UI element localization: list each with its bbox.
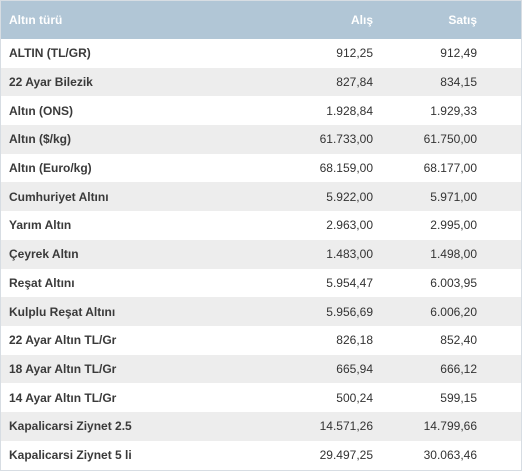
row-gold-type: 22 Ayar Bilezik <box>9 75 93 90</box>
row-sell-price: 30.063,46 <box>423 447 477 462</box>
table-header: Altın türü Alış Satış <box>1 1 521 39</box>
row-buy-price: 61.733,00 <box>319 132 373 147</box>
row-sell-price: 6.006,20 <box>430 304 477 319</box>
row-buy-price: 14.571,26 <box>319 419 373 434</box>
table-row: 22 Ayar Altın TL/Gr 826,18 852,40 <box>1 325 521 355</box>
row-sell-price: 1.498,00 <box>430 247 477 262</box>
row-sell-price: 599,15 <box>440 390 477 405</box>
row-gold-type: Kapalicarsi Ziynet 2.5 <box>9 419 132 434</box>
row-sell-price: 912,49 <box>440 46 477 61</box>
header-sell: Satış <box>448 13 477 27</box>
row-buy-price: 2.963,00 <box>326 218 373 233</box>
row-buy-price: 29.497,25 <box>319 447 373 462</box>
header-gold-type: Altın türü <box>9 13 63 27</box>
table-row: Kapalicarsi Ziynet 2.5 14.571,26 14.799,… <box>1 411 521 441</box>
row-gold-type: Cumhuriyet Altını <box>9 189 109 204</box>
row-buy-price: 826,18 <box>336 333 373 348</box>
table-body: ALTIN (TL/GR) 912,25 912,49 22 Ayar Bile… <box>1 39 521 470</box>
row-gold-type: Reşat Altını <box>9 275 75 290</box>
row-sell-price: 5.971,00 <box>430 189 477 204</box>
row-buy-price: 5.956,69 <box>326 304 373 319</box>
row-buy-price: 912,25 <box>336 46 373 61</box>
row-gold-type: 22 Ayar Altın TL/Gr <box>9 333 117 348</box>
table-row: 14 Ayar Altın TL/Gr 500,24 599,15 <box>1 383 521 412</box>
row-sell-price: 68.177,00 <box>423 161 477 176</box>
header-row: Altın türü Alış Satış <box>1 1 521 39</box>
row-sell-price: 2.995,00 <box>430 218 477 233</box>
row-buy-price: 5.922,00 <box>326 189 373 204</box>
row-sell-price: 6.003,95 <box>430 275 477 290</box>
table-row: Reşat Altını 5.954,47 6.003,95 <box>1 268 521 298</box>
row-sell-price: 14.799,66 <box>423 419 477 434</box>
row-gold-type: 14 Ayar Altın TL/Gr <box>9 390 117 405</box>
row-gold-type: Yarım Altın <box>9 218 72 233</box>
table-row: Çeyrek Altın 1.483,00 1.498,00 <box>1 239 521 269</box>
table-row: Kapalicarsi Ziynet 5 li 29.497,25 30.063… <box>1 440 521 470</box>
row-gold-type: Kapalicarsi Ziynet 5 li <box>9 447 132 462</box>
header-buy: Alış <box>350 13 373 27</box>
row-sell-price: 852,40 <box>440 333 477 348</box>
row-buy-price: 1.928,84 <box>326 103 373 118</box>
table-row: 22 Ayar Bilezik 827,84 834,15 <box>1 67 521 97</box>
table-row: Altın (Euro/kg) 68.159,00 68.177,00 <box>1 153 521 183</box>
row-buy-price: 500,24 <box>336 390 373 405</box>
row-gold-type: Kulplu Reşat Altını <box>9 304 116 319</box>
row-buy-price: 1.483,00 <box>326 247 373 262</box>
table-row: Altın (ONS) 1.928,84 1.929,33 <box>1 96 521 126</box>
row-gold-type: Çeyrek Altın <box>9 247 79 262</box>
row-sell-price: 834,15 <box>440 75 477 90</box>
row-gold-type: Altın (ONS) <box>9 103 73 118</box>
table-row: ALTIN (TL/GR) 912,25 912,49 <box>1 39 521 68</box>
row-sell-price: 666,12 <box>440 361 477 376</box>
row-sell-price: 1.929,33 <box>430 103 477 118</box>
table-row: Kulplu Reşat Altını 5.956,69 6.006,20 <box>1 297 521 326</box>
row-gold-type: Altın ($/kg) <box>9 132 71 147</box>
row-buy-price: 68.159,00 <box>319 161 373 176</box>
table-row: Altın ($/kg) 61.733,00 61.750,00 <box>1 125 521 154</box>
row-sell-price: 61.750,00 <box>423 132 477 147</box>
row-buy-price: 827,84 <box>336 75 373 90</box>
row-buy-price: 5.954,47 <box>326 275 373 290</box>
row-gold-type: ALTIN (TL/GR) <box>9 46 91 61</box>
table-row: Yarım Altın 2.963,00 2.995,00 <box>1 211 521 240</box>
table-row: 18 Ayar Altın TL/Gr 665,94 666,12 <box>1 354 521 384</box>
row-buy-price: 665,94 <box>336 361 373 376</box>
row-gold-type: Altın (Euro/kg) <box>9 161 92 176</box>
table-row: Cumhuriyet Altını 5.922,00 5.971,00 <box>1 182 521 212</box>
row-gold-type: 18 Ayar Altın TL/Gr <box>9 361 117 376</box>
